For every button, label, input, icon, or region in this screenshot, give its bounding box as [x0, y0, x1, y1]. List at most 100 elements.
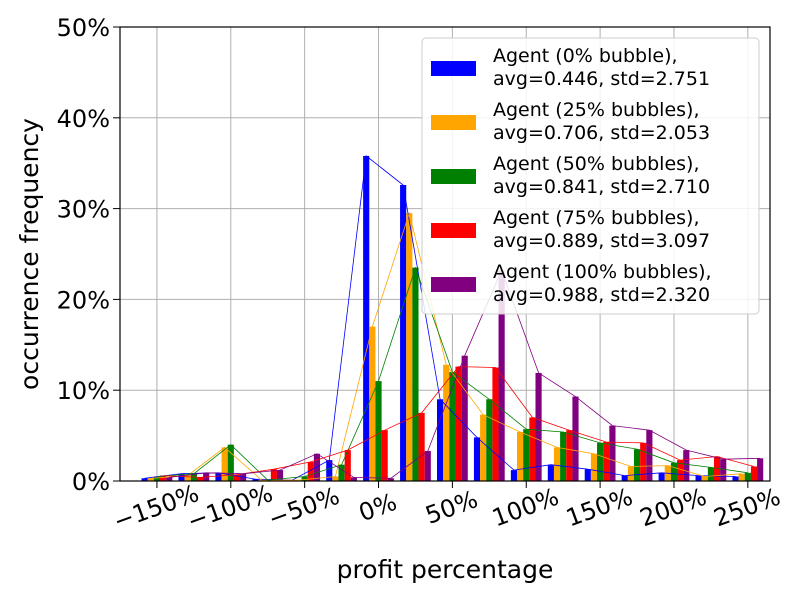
x-tick-label: 0%: [355, 488, 400, 527]
bar: [387, 478, 394, 481]
bar: [547, 464, 554, 481]
bar: [523, 429, 530, 481]
bar: [529, 417, 536, 481]
legend-swatch: [431, 277, 476, 292]
y-tick-label: 50%: [57, 14, 110, 42]
bar: [332, 476, 339, 481]
x-tick-label: −100%: [184, 479, 277, 536]
bar: [517, 431, 524, 481]
x-axis-ticks: −150%−100%−50% 0% 50% 100% 150% 200% 250%: [110, 479, 784, 536]
x-tick-label: −50%: [265, 482, 344, 533]
bar: [252, 479, 259, 481]
legend-swatch: [431, 115, 476, 130]
bar: [535, 372, 542, 481]
bar: [738, 473, 745, 481]
legend: Agent (0% bubble),avg=0.446, std=2.751 Ag…: [421, 37, 760, 315]
bar: [492, 367, 499, 481]
y-tick-label: 40%: [57, 105, 110, 133]
bar: [443, 364, 450, 481]
bar: [178, 473, 185, 481]
bar: [640, 442, 647, 481]
y-tick-label: 10%: [57, 377, 110, 405]
legend-swatch: [431, 61, 476, 76]
legend-frame: [421, 37, 760, 315]
bar: [566, 430, 573, 481]
y-axis-ticks: 0% 10% 20% 30% 40% 50%: [57, 14, 120, 496]
bar: [560, 431, 567, 481]
bar: [215, 472, 222, 481]
bar: [301, 476, 308, 481]
x-axis-title: profit percentage: [337, 555, 554, 584]
series-line: [144, 155, 736, 481]
bar: [363, 155, 370, 481]
bar: [713, 456, 721, 481]
series-line: [150, 211, 742, 481]
bar: [480, 414, 487, 481]
bar: [621, 475, 628, 481]
y-tick-label: 30%: [57, 196, 110, 224]
bar: [412, 267, 419, 481]
bar: [486, 399, 493, 481]
bar: [695, 475, 702, 481]
x-tick-label: 100%: [488, 483, 562, 533]
series-lines: [144, 155, 761, 481]
y-tick-label: 20%: [57, 286, 110, 314]
bar: [141, 478, 148, 481]
bar: [313, 453, 321, 481]
bar: [276, 470, 284, 481]
bar: [603, 441, 610, 481]
legend-label: Agent (50% bubbles),: [493, 153, 700, 175]
bar: [221, 447, 228, 481]
bar: [750, 466, 758, 481]
legend-swatch: [431, 169, 476, 184]
bar: [196, 477, 204, 481]
bar: [677, 460, 684, 481]
legend-label: Agent (0% bubble),: [493, 45, 678, 67]
bar: [233, 474, 241, 481]
bar: [720, 459, 727, 481]
bar: [418, 412, 425, 481]
bar: [633, 449, 641, 481]
legend-stats: avg=0.706, std=2.053: [493, 122, 710, 144]
bar: [461, 355, 468, 481]
bar: [609, 425, 616, 481]
bar: [307, 461, 314, 481]
legend-stats: avg=0.446, std=2.751: [493, 68, 710, 90]
x-tick-label: 250%: [710, 483, 784, 533]
y-axis-title: occurrence frequency: [15, 118, 44, 390]
bar: [449, 372, 456, 481]
bar: [369, 326, 376, 481]
bar: [184, 475, 191, 481]
bar: [670, 462, 678, 481]
bar: [473, 437, 481, 481]
plot-frame: [119, 26, 771, 482]
x-tick-label: 150%: [562, 483, 636, 533]
legend-stats: avg=0.988, std=2.320: [493, 284, 710, 306]
bar: [350, 477, 357, 481]
bar: [646, 430, 653, 481]
bar: [227, 444, 234, 481]
bar: [732, 476, 739, 481]
series-line: [169, 269, 761, 479]
bar: [424, 451, 431, 481]
bar: [147, 478, 154, 481]
bar: [510, 470, 518, 481]
bar: [744, 472, 751, 481]
bar: [553, 447, 561, 481]
legend-label: Agent (25% bubbles),: [493, 99, 700, 121]
bar: [757, 458, 764, 481]
bar: [658, 472, 665, 481]
bar: [597, 442, 604, 481]
bar: [584, 469, 591, 481]
bar: [683, 450, 690, 481]
bar: [375, 381, 382, 481]
series-line: [163, 366, 755, 478]
bar: [166, 477, 173, 481]
bar: [707, 467, 714, 481]
bar: [344, 450, 351, 481]
bar: [160, 475, 167, 481]
legend-stats: avg=0.841, std=2.710: [493, 176, 710, 198]
bar: [590, 453, 598, 481]
bar: [381, 430, 388, 481]
